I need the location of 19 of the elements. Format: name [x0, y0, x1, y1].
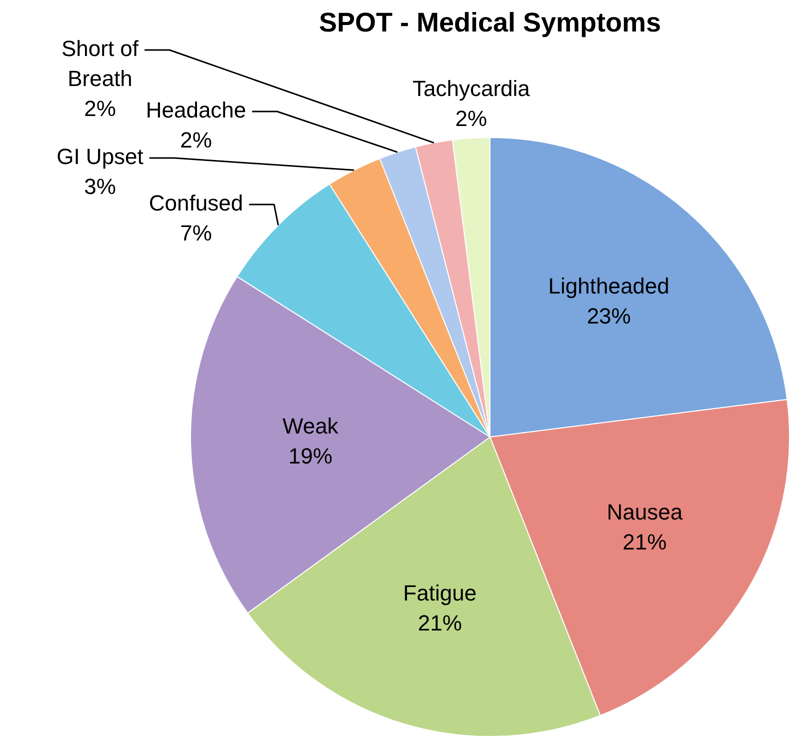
data-label: 3%	[84, 174, 116, 200]
data-label: 23%	[586, 303, 631, 328]
data-label: 19%	[288, 444, 332, 469]
data-label: 2%	[84, 96, 116, 122]
slice-label: Confused	[148, 190, 244, 216]
slice-label: Weak	[282, 414, 340, 439]
slice-label: Headache	[146, 98, 246, 123]
data-label: 21%	[418, 610, 462, 636]
data-label: 21%	[622, 530, 667, 555]
chart-title: SPOT - Medical Symptoms	[318, 7, 662, 38]
slice-label: Nausea	[606, 500, 684, 525]
slice-label: Lightheaded	[548, 273, 670, 298]
data-label: 7%	[180, 220, 212, 246]
data-label: 2%	[455, 106, 488, 132]
slice-label: Tachycardia	[412, 76, 531, 102]
slice-label: Short of Breath	[61, 36, 140, 92]
slice-label: GI Upset	[56, 144, 144, 170]
data-label: 2%	[180, 128, 212, 153]
slice-label: Fatigue	[403, 580, 477, 606]
